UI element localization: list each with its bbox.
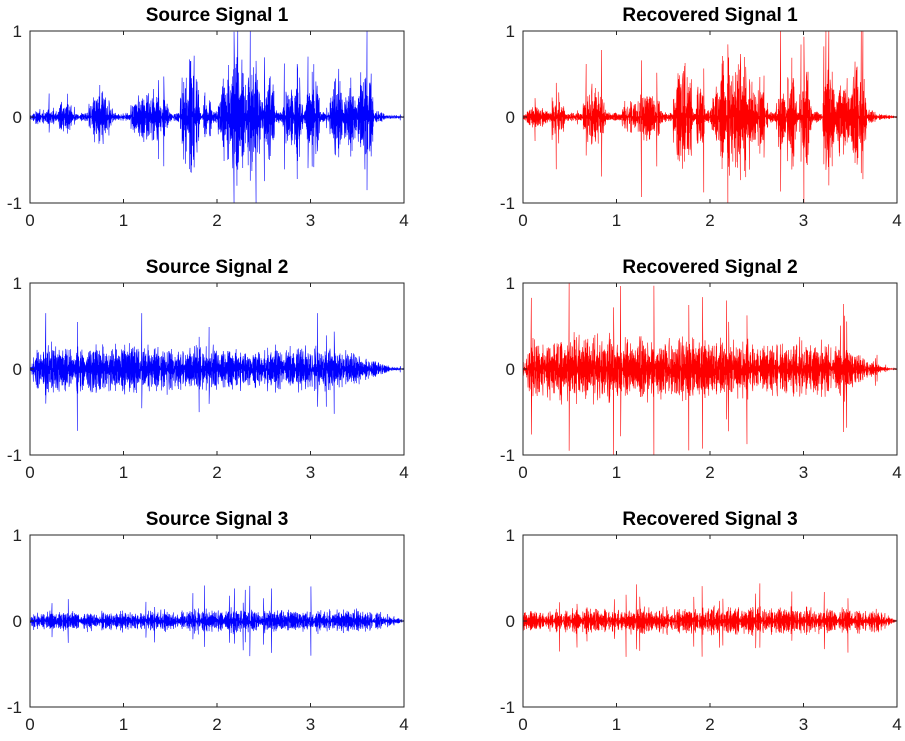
- waveform-line: [522, 282, 898, 456]
- chart-title: Source Signal 3: [146, 509, 289, 530]
- x-tick-label: 4: [399, 463, 408, 482]
- x-tick-label: 0: [518, 463, 527, 482]
- x-tick-label: 2: [212, 211, 221, 230]
- y-tick-label: 1: [506, 22, 515, 41]
- x-tick-label: 2: [705, 715, 714, 734]
- x-tick-label: 1: [612, 715, 621, 734]
- x-tick-label: 3: [799, 211, 808, 230]
- x-tick-label: 2: [212, 715, 221, 734]
- x-tick-label: 3: [799, 463, 808, 482]
- y-tick-label: 1: [506, 526, 515, 545]
- y-tick-label: 1: [13, 526, 22, 545]
- x-tick-label: 4: [399, 211, 408, 230]
- x-tick-label: 0: [518, 715, 527, 734]
- y-tick-label: 0: [13, 360, 22, 379]
- x-tick-label: 0: [25, 211, 34, 230]
- chart-title: Source Signal 2: [146, 257, 289, 278]
- x-tick-label: 1: [612, 463, 621, 482]
- x-tick-label: 0: [25, 463, 34, 482]
- y-tick-label: 1: [13, 22, 22, 41]
- y-tick-label: 0: [13, 612, 22, 631]
- y-tick-label: 0: [506, 360, 515, 379]
- waveform-line: [29, 585, 405, 657]
- x-tick-label: 1: [119, 463, 128, 482]
- y-tick-label: 0: [13, 108, 22, 127]
- x-tick-label: 2: [705, 211, 714, 230]
- x-tick-label: 4: [399, 715, 408, 734]
- waveform-line: [29, 313, 405, 431]
- chart-title: Recovered Signal 3: [622, 509, 797, 530]
- y-tick-label: 0: [506, 108, 515, 127]
- y-tick-label: 1: [13, 274, 22, 293]
- x-tick-label: 3: [306, 211, 315, 230]
- waveform-line: [522, 583, 898, 657]
- chart-title: Recovered Signal 2: [622, 257, 797, 278]
- chart-title: Source Signal 1: [146, 5, 289, 26]
- y-tick-label: -1: [7, 698, 22, 717]
- y-tick-label: -1: [500, 698, 515, 717]
- x-tick-label: 3: [306, 715, 315, 734]
- waveform-line: [29, 30, 405, 204]
- x-tick-label: 4: [892, 463, 901, 482]
- x-tick-label: 0: [25, 715, 34, 734]
- y-tick-label: 0: [506, 612, 515, 631]
- y-tick-label: -1: [500, 194, 515, 213]
- x-tick-label: 2: [705, 463, 714, 482]
- x-tick-label: 0: [518, 211, 527, 230]
- x-tick-label: 3: [306, 463, 315, 482]
- chart-title: Recovered Signal 1: [622, 5, 798, 26]
- x-tick-label: 4: [892, 211, 901, 230]
- y-tick-label: -1: [500, 446, 515, 465]
- x-tick-label: 1: [119, 715, 128, 734]
- y-tick-label: -1: [7, 446, 22, 465]
- x-tick-label: 4: [892, 715, 901, 734]
- waveform-line: [522, 30, 898, 204]
- x-tick-label: 1: [612, 211, 621, 230]
- x-tick-label: 3: [799, 715, 808, 734]
- y-tick-label: 1: [506, 274, 515, 293]
- x-tick-label: 1: [119, 211, 128, 230]
- x-tick-label: 2: [212, 463, 221, 482]
- y-tick-label: -1: [7, 194, 22, 213]
